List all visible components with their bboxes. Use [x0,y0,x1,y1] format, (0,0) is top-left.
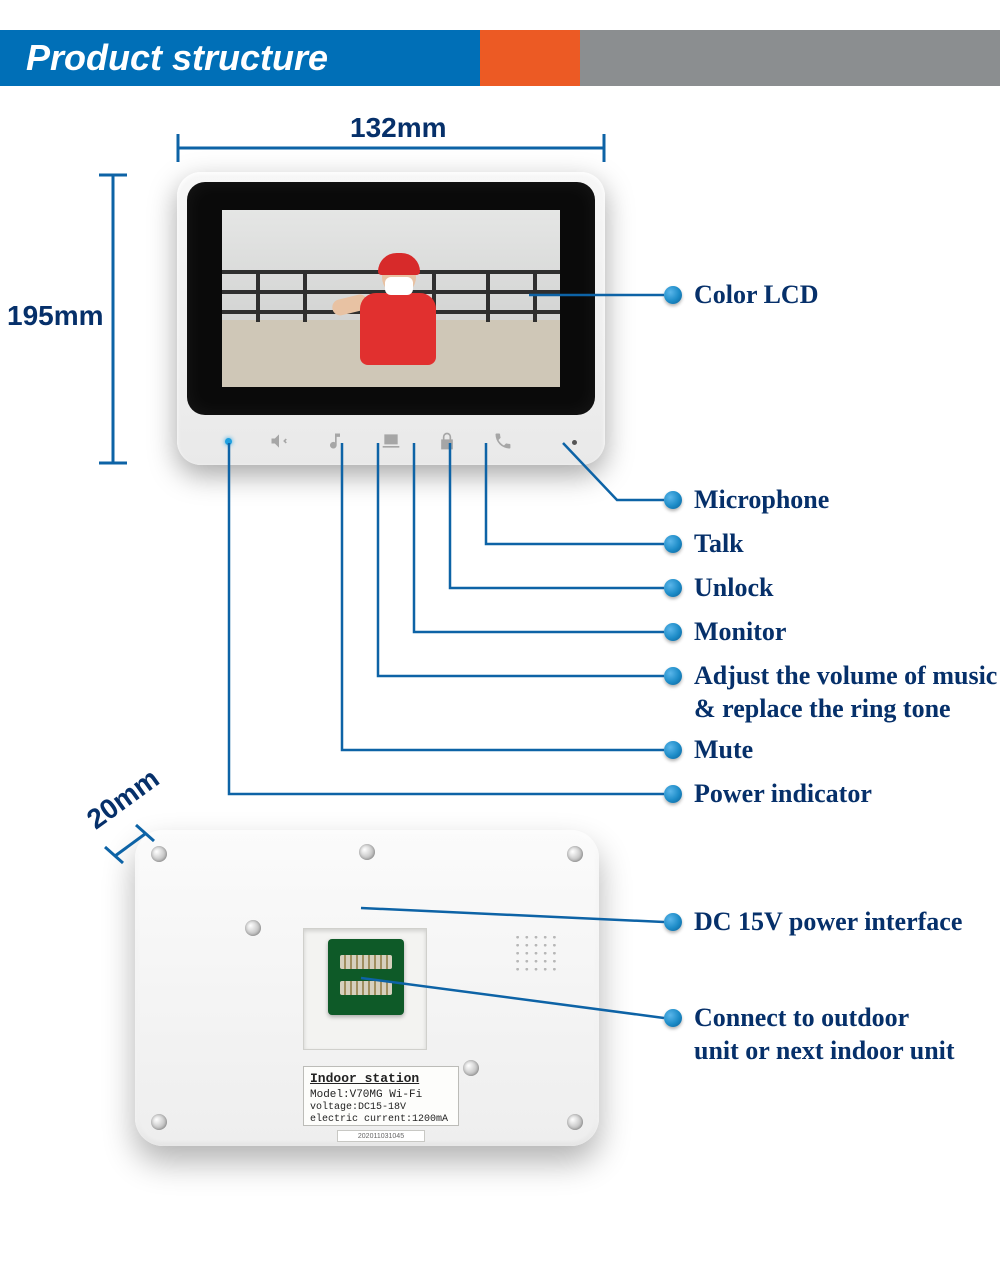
bullet-icon [664,741,682,759]
talk-icon [493,431,513,451]
bullet-icon [664,785,682,803]
bullet-icon [664,913,682,931]
pcb-well [303,928,427,1050]
sticker-line2: Model:V70MG Wi-Fi [310,1089,452,1102]
callout-volume: Adjust the volume of music & replace the… [694,660,997,725]
callout-color-lcd: Color LCD [694,279,818,312]
dim-depth-label: 20mm [81,762,165,835]
callout-dc-power: DC 15V power interface [694,906,962,939]
screw-icon [151,1114,167,1130]
callout-talk: Talk [694,528,744,561]
front-button-row [177,417,605,465]
serial-sticker: 202011031045 [337,1130,425,1142]
screw-icon [245,920,261,936]
dim-height-label: 195mm [7,300,104,332]
mute-icon [269,431,289,451]
front-unit [177,172,605,465]
delivery-person-figure [350,249,446,387]
callout-power-indicator: Power indicator [694,778,872,811]
pcb-board [328,939,404,1015]
bullet-icon [664,491,682,509]
callout-monitor: Monitor [694,616,786,649]
screw-icon [359,844,375,860]
bullet-icon [664,1009,682,1027]
monitor-icon [381,431,401,451]
back-unit: Indoor station Model:V70MG Wi-Fi voltage… [135,830,599,1146]
music-icon [325,431,345,451]
screw-icon [567,1114,583,1130]
callout-microphone: Microphone [694,484,829,517]
sticker-line3: voltage:DC15-18V [310,1102,452,1114]
callout-mute: Mute [694,734,753,767]
dim-width-label: 132mm [350,112,447,144]
speaker-grille [513,936,559,976]
sticker-line4: electric current:1200mA [310,1114,452,1126]
bullet-icon [664,579,682,597]
bullet-icon [664,535,682,553]
bullet-icon [664,667,682,685]
rating-sticker: Indoor station Model:V70MG Wi-Fi voltage… [303,1066,459,1126]
unlock-icon [437,431,457,451]
screw-icon [567,846,583,862]
diagram-canvas: 132mm 195mm 20mm [0,0,1000,1280]
bullet-icon [664,286,682,304]
callout-connect-outdoor: Connect to outdoor unit or next indoor u… [694,1002,955,1067]
screw-icon [463,1060,479,1076]
lcd-screen [222,210,560,387]
bullet-icon [664,623,682,641]
front-bezel [187,182,595,415]
screw-icon [151,846,167,862]
sticker-line1: Indoor station [310,1071,452,1087]
callout-unlock: Unlock [694,572,773,605]
